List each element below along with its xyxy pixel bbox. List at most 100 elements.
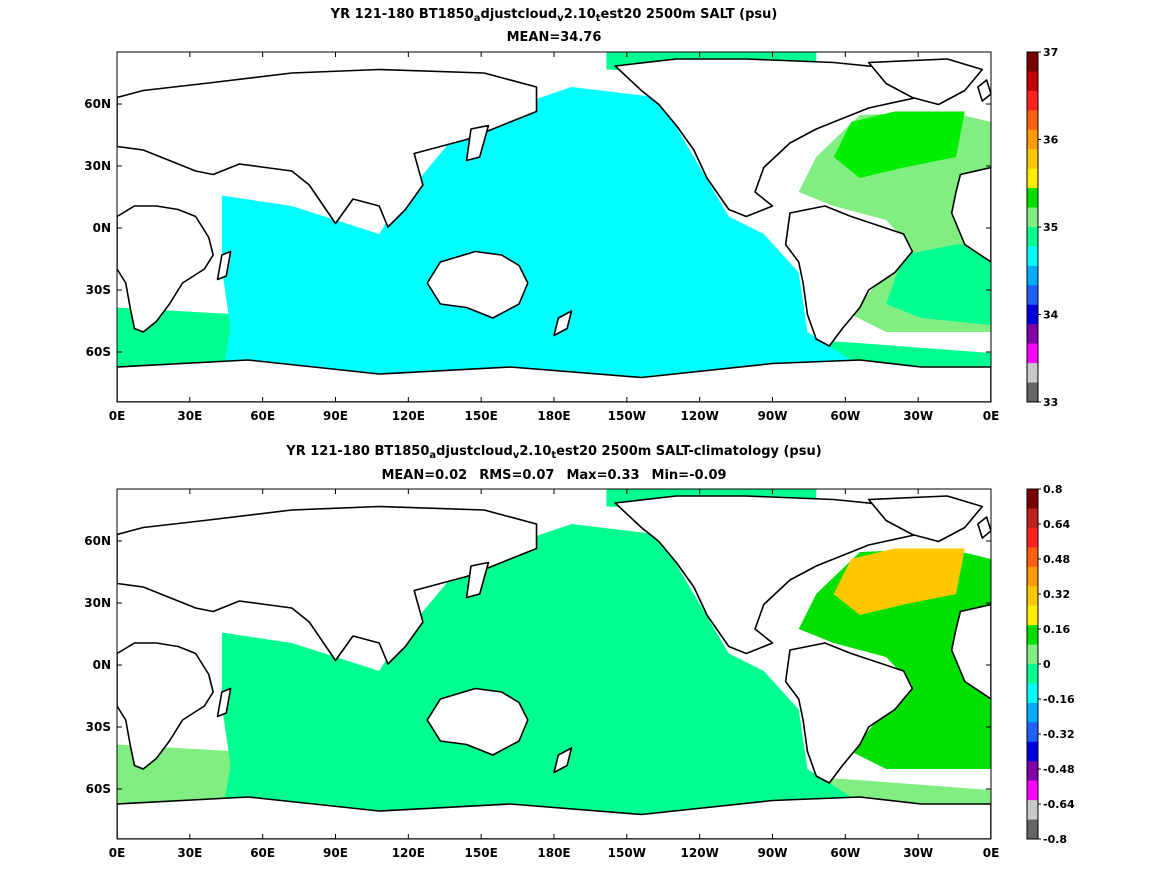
coastline-new-zealand (553, 747, 573, 774)
coastline-antarctica (117, 796, 991, 839)
coastline-uk (977, 79, 991, 102)
coastline-australia (426, 687, 529, 756)
colorbar-tick-label: 0.64 (1043, 518, 1070, 531)
region-south-atlantic-core (886, 681, 991, 762)
coastline-uk (977, 516, 991, 539)
colorbar-swatch (1027, 702, 1038, 723)
colorbar-swatch (1027, 71, 1038, 92)
coastline-eurasia (117, 68, 538, 228)
panel1-title: YR 121-180 BT1850adjustcloudv2.10test20 … (330, 7, 778, 24)
coastline-madagascar (216, 250, 232, 281)
region-north-atlantic (833, 111, 965, 178)
colorbar-tick-label: 0.16 (1043, 623, 1070, 636)
colorbar-tick-label: 0.8 (1043, 483, 1063, 496)
y-tick-label: 30S (86, 283, 111, 297)
x-tick-label: 30E (177, 409, 202, 423)
colorbar-tick-label: 34 (1043, 309, 1059, 322)
colorbar-swatch (1027, 52, 1038, 72)
x-tick-label: 60W (830, 846, 860, 860)
colorbar-swatch (1027, 547, 1038, 568)
coastline-africa (117, 642, 214, 770)
stat-mean: MEAN=0.02 (381, 468, 468, 483)
colorbar-tick-label: -0.32 (1043, 728, 1075, 741)
colorbar-swatch (1027, 800, 1038, 821)
x-tick-label: 60W (830, 409, 860, 423)
y-tick-label: 30N (84, 596, 111, 610)
coastline-south-america (784, 205, 914, 347)
x-tick-label: 90W (758, 846, 788, 860)
coastline-antarctica (117, 359, 991, 402)
ocean-field (117, 489, 991, 839)
colorbar-swatch (1027, 227, 1038, 247)
stat-min: Min=-0.09 (651, 468, 727, 483)
x-tick-label: 30W (903, 846, 933, 860)
colorbar-tick-label: 35 (1043, 221, 1058, 234)
ocean-field (117, 52, 991, 402)
colorbar-swatch (1027, 324, 1038, 345)
coastline-japan (465, 561, 490, 599)
coastline-madagascar (216, 687, 232, 718)
x-tick-label: 150W (608, 409, 646, 423)
coastline-north-america (614, 58, 975, 218)
panel2-stats: MEAN=0.02 RMS=0.07 Max=0.33 Min=-0.09 (117, 468, 991, 484)
colorbar-swatch (1027, 489, 1038, 509)
colorbar-swatch (1027, 246, 1038, 267)
panel1-subtitle: MEAN=34.76 (506, 30, 602, 45)
y-tick-label: 30N (84, 159, 111, 173)
x-tick-label: 120E (392, 846, 425, 860)
region-pacific (221, 524, 852, 818)
colorbar-swatch (1027, 304, 1038, 325)
x-tick-label: 90E (323, 409, 348, 423)
colorbar-swatch (1027, 625, 1038, 646)
x-tick-label: 0E (983, 409, 1000, 423)
colorbar-swatch (1027, 586, 1038, 607)
colorbar-swatch (1027, 819, 1038, 840)
y-tick-label: 60S (86, 782, 111, 796)
colorbar-tick-label: 37 (1043, 46, 1058, 59)
y-tick-label: 60N (84, 97, 111, 111)
x-tick-label: 150W (608, 846, 646, 860)
x-tick-label: 0E (983, 846, 1000, 860)
coastline-africa-right (950, 603, 991, 700)
x-tick-label: 90W (758, 409, 788, 423)
colorbar-swatch (1027, 644, 1038, 665)
x-tick-label: 120W (681, 409, 719, 423)
colorbar-swatch (1027, 363, 1038, 384)
coastline-south-america (784, 642, 914, 784)
region-north-atlantic (833, 548, 965, 615)
colorbar-tick-label: 33 (1043, 396, 1058, 409)
colorbar-swatch (1027, 285, 1038, 306)
stat-max: Max=0.33 (566, 468, 640, 483)
colorbar-swatch (1027, 382, 1038, 403)
colorbar-tick-label: -0.16 (1043, 693, 1075, 706)
colorbar-swatch (1027, 149, 1038, 170)
colorbar-swatch (1027, 527, 1038, 548)
colorbar-tick-label: 0.48 (1043, 553, 1070, 566)
colorbar-swatch (1027, 722, 1038, 743)
x-tick-label: 150E (465, 409, 498, 423)
y-tick-label: 60N (84, 534, 111, 548)
x-tick-label: 30W (903, 409, 933, 423)
x-tick-label: 120E (392, 409, 425, 423)
colorbar-swatch (1027, 508, 1038, 529)
colorbar-tick-label: -0.48 (1043, 763, 1075, 776)
x-tick-label: 180E (537, 846, 570, 860)
colorbar-swatch (1027, 761, 1038, 782)
x-tick-label: 90E (323, 846, 348, 860)
stat-rms: RMS=0.07 (479, 468, 555, 483)
y-tick-label: 0N (93, 658, 111, 672)
coastline-africa-right (950, 166, 991, 263)
colorbar-swatch (1027, 343, 1038, 364)
x-tick-label: 180E (537, 409, 570, 423)
colorbar-tick-label: 0 (1043, 658, 1051, 671)
coastline-greenland (867, 495, 984, 543)
coastline-australia (426, 250, 529, 319)
colorbar-swatch (1027, 265, 1038, 286)
coastline-new-zealand (553, 310, 573, 337)
y-tick-label: 0N (93, 221, 111, 235)
y-tick-label: 30S (86, 720, 111, 734)
colorbar-swatch (1027, 168, 1038, 189)
region-south-atlantic-core (886, 244, 991, 325)
coastline-japan (465, 124, 490, 162)
